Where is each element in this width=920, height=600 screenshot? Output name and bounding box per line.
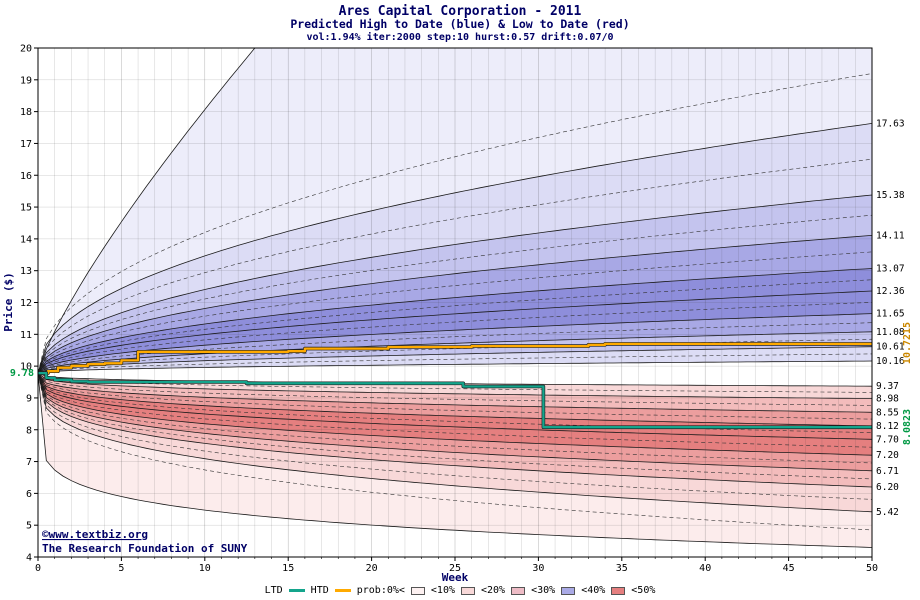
chart-subtitle: Predicted High to Date (blue) & Low to D…	[290, 17, 629, 31]
svg-text:17.63: 17.63	[876, 118, 905, 129]
svg-text:10: 10	[199, 563, 211, 574]
svg-text:11.08: 11.08	[876, 327, 905, 338]
legend-label-20: <20%	[481, 585, 506, 596]
svg-text:10.16: 10.16	[876, 356, 905, 367]
legend: LTD HTD prob:0%< <10% <20% <30% <40% <50…	[0, 585, 920, 596]
svg-text:11: 11	[20, 330, 32, 341]
svg-text:50: 50	[866, 563, 878, 574]
svg-text:18: 18	[20, 107, 32, 118]
plot-area: 0 5 10 15 20 25 30 35 40 45 5045678910111213141516…	[20, 44, 905, 575]
legend-label-50: <50%	[631, 585, 656, 596]
chart-params: vol:1.94% iter:2000 step:10 hurst:0.57 d…	[306, 31, 613, 43]
svg-text:8: 8	[26, 425, 32, 436]
legend-swatch-30	[511, 586, 526, 595]
svg-text:8.55: 8.55	[876, 407, 899, 418]
legend-swatch-10	[410, 586, 425, 595]
legend-swatch-40	[561, 586, 576, 595]
legend-ltd-swatch	[288, 589, 305, 592]
svg-text:4: 4	[26, 553, 32, 564]
svg-text:5: 5	[118, 563, 124, 574]
svg-text:13.07: 13.07	[876, 263, 905, 274]
legend-swatch-50	[611, 586, 626, 595]
svg-text:7: 7	[26, 457, 32, 468]
svg-text:15: 15	[282, 563, 294, 574]
legend-htd-label: HTD	[310, 585, 329, 596]
start-price-label: 9.78	[10, 368, 34, 379]
legend-ltd-label: LTD	[264, 585, 283, 596]
svg-text:10.61: 10.61	[876, 342, 905, 353]
svg-text:0: 0	[35, 563, 41, 574]
svg-text:40: 40	[699, 563, 711, 574]
svg-text:17: 17	[20, 139, 32, 150]
svg-text:6: 6	[26, 489, 32, 500]
legend-htd-swatch	[334, 589, 351, 592]
svg-text:30: 30	[532, 563, 544, 574]
svg-text:35: 35	[616, 563, 628, 574]
svg-text:12: 12	[20, 298, 32, 309]
copyright-url[interactable]: ©www.textbiz.org	[42, 528, 148, 541]
svg-text:15.38: 15.38	[876, 190, 905, 201]
svg-text:11.65: 11.65	[876, 309, 905, 320]
svg-text:13: 13	[20, 266, 32, 277]
legend-label-40: <40%	[581, 585, 606, 596]
svg-text:19: 19	[20, 75, 32, 86]
chart-title: Ares Capital Corporation - 2011	[339, 4, 582, 19]
x-axis-label: Week	[442, 571, 469, 584]
svg-text:20: 20	[20, 44, 32, 55]
legend-prob-label: prob:0%<	[356, 585, 405, 596]
legend-swatch-20	[461, 586, 475, 595]
svg-text:10: 10	[20, 362, 32, 373]
svg-text:20: 20	[366, 563, 378, 574]
svg-text:16: 16	[20, 171, 32, 182]
svg-text:8.12: 8.12	[876, 421, 899, 432]
legend-label-30: <30%	[531, 585, 556, 596]
svg-text:7.70: 7.70	[876, 434, 899, 445]
htd-final-label: 10.7215	[902, 322, 913, 364]
svg-text:6.20: 6.20	[876, 482, 899, 493]
copyright-org: The Research Foundation of SUNY	[42, 542, 248, 555]
svg-text:6.71: 6.71	[876, 466, 899, 477]
svg-text:45: 45	[783, 563, 795, 574]
svg-text:25: 25	[449, 563, 461, 574]
svg-text:14: 14	[20, 234, 32, 245]
svg-text:7.20: 7.20	[876, 450, 899, 461]
svg-text:5.42: 5.42	[876, 507, 899, 518]
svg-text:14.11: 14.11	[876, 230, 905, 241]
svg-text:15: 15	[20, 203, 32, 214]
y-axis-label: Price ($)	[2, 272, 15, 332]
svg-text:5: 5	[26, 521, 32, 532]
svg-text:8.98: 8.98	[876, 394, 899, 405]
svg-text:12.36: 12.36	[876, 286, 905, 297]
svg-text:9: 9	[26, 393, 32, 404]
legend-label-10: <10%	[430, 585, 455, 596]
ltd-final-label: 8.0823	[902, 409, 913, 445]
svg-text:9.37: 9.37	[876, 381, 899, 392]
